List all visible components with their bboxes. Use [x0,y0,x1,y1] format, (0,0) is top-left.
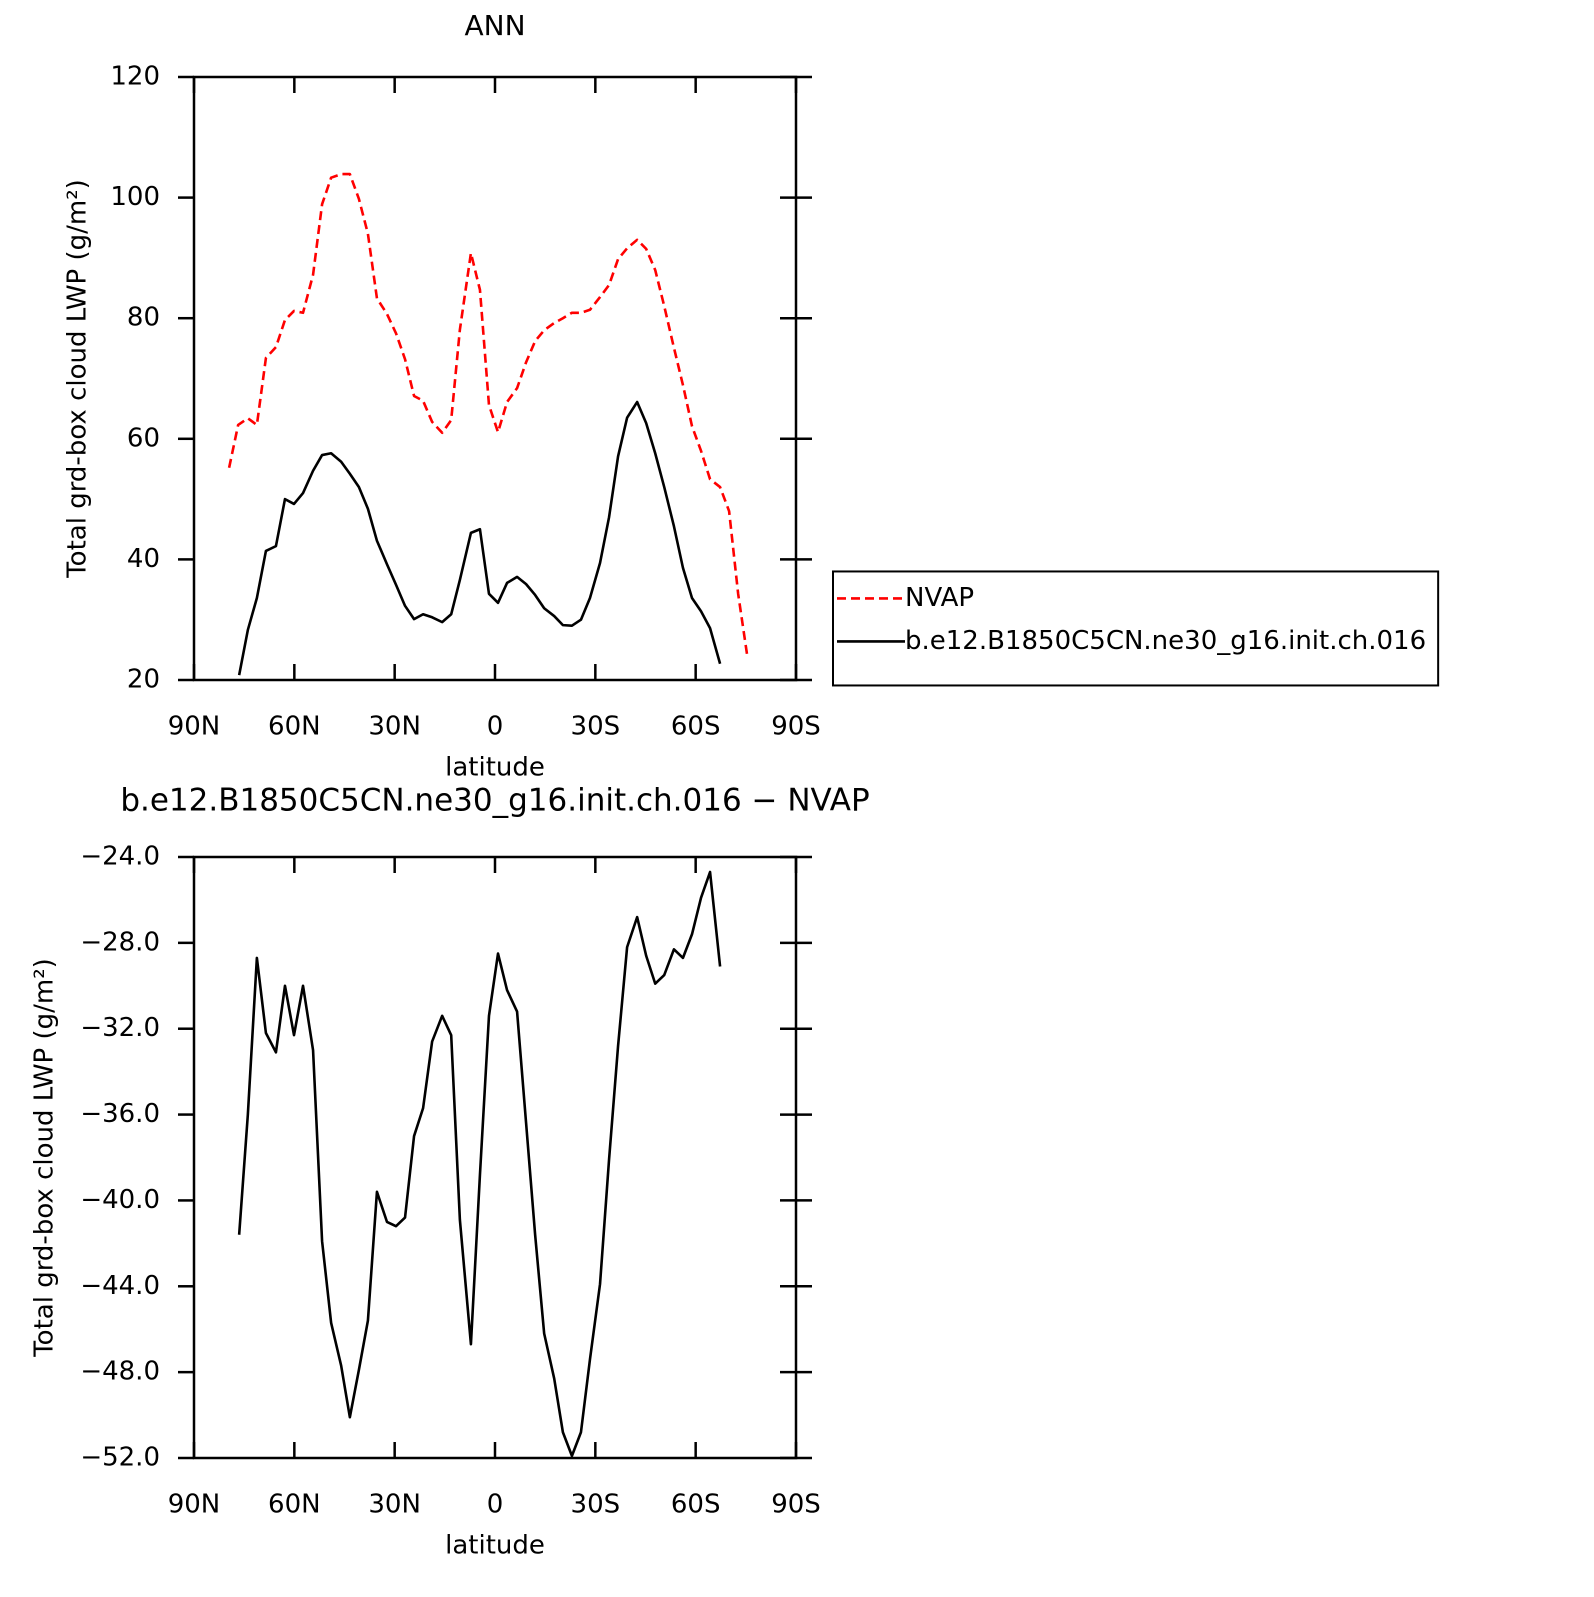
x-axis-label: latitude [445,753,545,783]
y-tick-label: −28.0 [80,927,160,957]
y-tick-label: 20 [127,665,160,695]
x-tick-label: 60S [671,1490,721,1520]
x-tick-label: 30N [368,1490,421,1520]
x-tick-label: 0 [487,712,504,742]
x-axis-label: latitude [445,1531,545,1561]
y-tick-label: −44.0 [80,1271,160,1301]
x-tick-label: 30S [571,1490,621,1520]
legend-label: NVAP [905,583,974,613]
y-tick-label: −48.0 [80,1357,160,1387]
legend-box [832,570,1440,687]
y-tick-label: 60 [127,423,160,453]
y-tick-label: 80 [127,303,160,333]
x-tick-label: 60N [268,1490,321,1520]
y-tick-label: −52.0 [80,1443,160,1473]
x-tick-label: 60S [671,712,721,742]
y-tick-label: 40 [127,544,160,574]
x-tick-label: 90N [168,712,221,742]
data-line [237,400,722,676]
y-tick-label: −32.0 [80,1013,160,1043]
y-axis-label: Total grd-box cloud LWP (g/m²) [30,958,60,1358]
plot-frame [192,855,798,1460]
y-tick-label: 120 [110,62,160,92]
x-tick-label: 30N [368,712,421,742]
x-tick-label: 60N [268,712,321,742]
chart-title: ANN [464,9,525,42]
y-tick-label: −36.0 [80,1099,160,1129]
x-tick-label: 90N [168,1490,221,1520]
y-tick-label: −40.0 [80,1185,160,1215]
legend-label: b.e12.B1850C5CN.ne30_g16.init.ch.016 [905,626,1426,656]
y-tick-label: −24.0 [80,842,160,872]
data-line [237,870,722,1458]
x-tick-label: 90S [771,712,821,742]
plot-frame [192,75,798,682]
x-tick-label: 30S [571,712,621,742]
x-tick-label: 0 [487,1490,504,1520]
x-tick-label: 90S [771,1490,821,1520]
y-axis-label: Total grd-box cloud LWP (g/m²) [63,179,93,579]
y-tick-label: 100 [110,182,160,212]
chart-title: b.e12.B1850C5CN.ne30_g16.init.ch.016 − N… [120,783,869,819]
